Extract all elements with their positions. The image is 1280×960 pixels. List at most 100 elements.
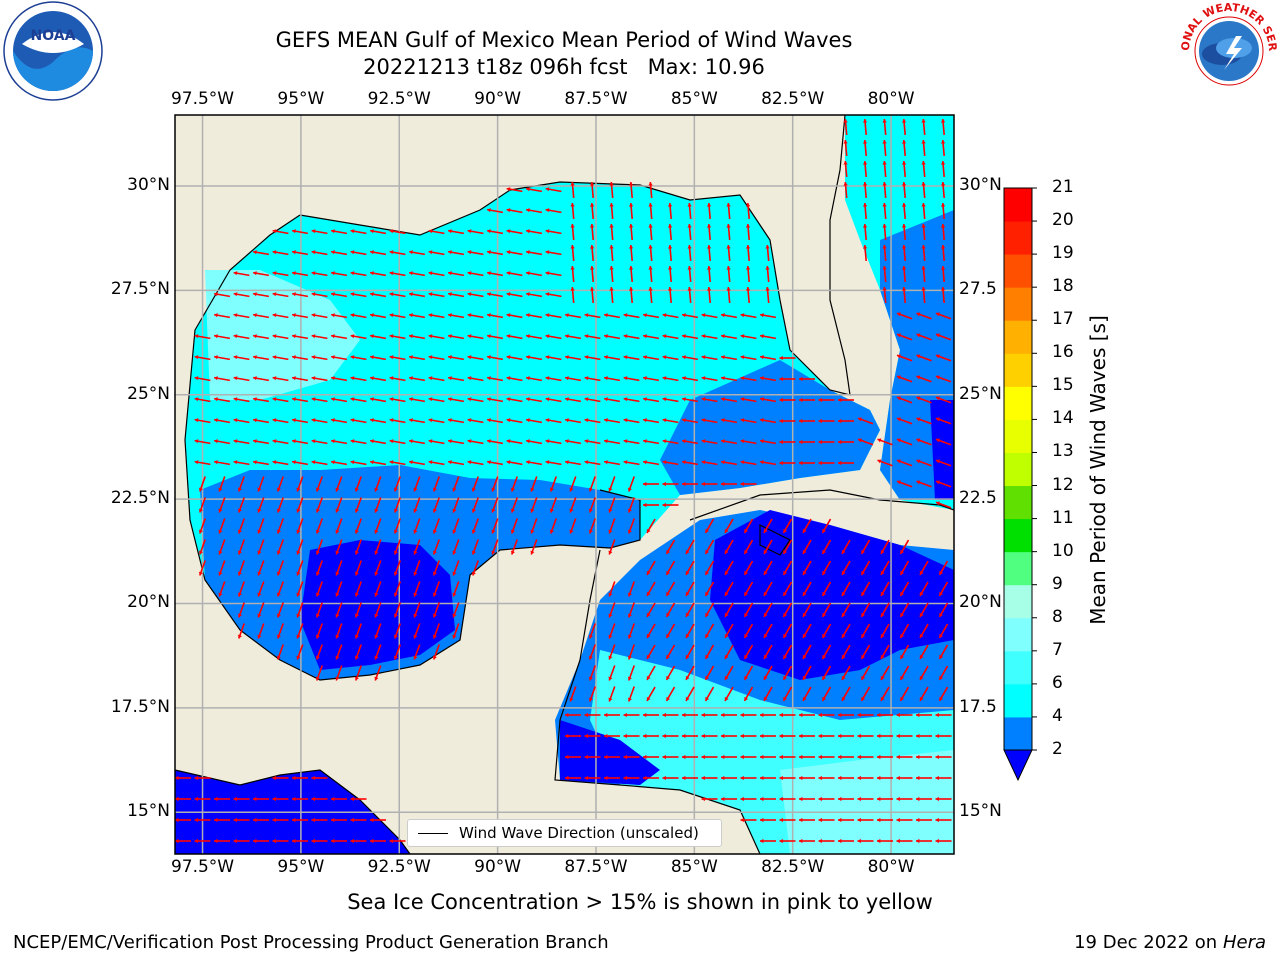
wave-direction-arrow xyxy=(740,334,757,340)
wave-direction-arrow xyxy=(354,623,362,639)
wave-direction-arrow xyxy=(901,223,907,241)
wave-direction-arrow xyxy=(857,775,874,781)
wave-direction-arrow xyxy=(237,539,245,555)
wave-direction-arrow xyxy=(564,334,582,340)
wave-direction-arrow xyxy=(916,459,932,467)
wave-direction-arrow xyxy=(662,376,679,382)
wave-direction-arrow xyxy=(569,518,577,534)
wave-direction-arrow xyxy=(276,623,284,639)
colorbar-tick-label: 11 xyxy=(1052,507,1074,528)
wave-direction-arrow xyxy=(623,733,640,739)
colorbar-tick-label: 6 xyxy=(1052,672,1063,693)
wave-direction-arrow xyxy=(740,481,757,487)
wave-direction-arrow xyxy=(938,560,949,576)
wave-direction-arrow xyxy=(880,560,890,576)
wave-direction-arrow xyxy=(759,439,777,445)
wave-direction-arrow xyxy=(901,202,907,220)
wave-direction-arrow xyxy=(311,250,328,256)
wave-direction-arrow xyxy=(646,518,656,534)
wave-direction-arrow xyxy=(706,202,712,220)
wave-direction-arrow xyxy=(802,644,812,660)
wave-direction-arrow xyxy=(901,181,907,199)
wave-direction-arrow xyxy=(350,439,367,445)
wave-direction-arrow xyxy=(506,208,523,214)
wave-direction-arrow xyxy=(584,418,601,424)
wave-direction-arrow xyxy=(609,286,614,304)
wave-direction-arrow xyxy=(938,665,949,681)
wave-direction-arrow xyxy=(330,376,348,382)
wave-direction-arrow xyxy=(759,376,777,382)
wave-direction-arrow xyxy=(292,817,308,823)
wave-direction-arrow xyxy=(721,712,737,718)
wave-direction-arrow xyxy=(354,539,362,555)
wave-direction-arrow xyxy=(291,460,309,466)
wave-direction-arrow xyxy=(369,250,387,256)
wave-direction-arrow xyxy=(545,187,562,193)
wave-direction-arrow xyxy=(467,418,484,424)
lat-label: 17.5 xyxy=(959,696,997,717)
wave-direction-arrow xyxy=(882,265,887,283)
wave-direction-arrow xyxy=(799,418,815,424)
wave-direction-arrow xyxy=(486,292,504,298)
lon-label: 90°W xyxy=(474,857,522,877)
wave-direction-arrow xyxy=(530,539,538,555)
wave-direction-arrow xyxy=(213,376,231,382)
wave-direction-arrow xyxy=(782,581,793,597)
wave-direction-arrow xyxy=(646,665,656,681)
wave-direction-arrow xyxy=(311,796,328,802)
wave-direction-arrow xyxy=(408,250,426,256)
wave-direction-arrow xyxy=(921,160,926,178)
wave-direction-arrow xyxy=(896,459,913,467)
wave-direction-arrow xyxy=(779,838,796,844)
wave-direction-arrow xyxy=(233,271,250,277)
lon-label: 85°W xyxy=(670,857,718,877)
wave-direction-arrow xyxy=(901,265,907,283)
wave-direction-arrow xyxy=(257,560,265,576)
wave-direction-arrow xyxy=(467,271,484,277)
wave-direction-arrow xyxy=(818,418,835,424)
wave-direction-arrow xyxy=(857,838,874,844)
wave-direction-arrow xyxy=(374,602,382,618)
wave-direction-arrow xyxy=(623,775,640,781)
wave-direction-arrow xyxy=(724,560,734,576)
wave-direction-arrow xyxy=(198,560,206,576)
wave-direction-arrow xyxy=(724,518,734,534)
wave-direction-arrow xyxy=(233,376,250,382)
wave-direction-arrow xyxy=(335,665,343,681)
wave-direction-arrow xyxy=(818,838,835,844)
wave-direction-arrow xyxy=(818,733,835,739)
wave-direction-arrow xyxy=(432,602,440,618)
wave-direction-arrow xyxy=(608,602,616,618)
wave-direction-arrow xyxy=(213,334,231,340)
wave-direction-arrow xyxy=(642,397,660,403)
wave-direction-arrow xyxy=(802,623,812,639)
wave-direction-arrow xyxy=(354,602,362,618)
wave-direction-arrow xyxy=(588,644,596,660)
wave-direction-arrow xyxy=(627,623,635,639)
wave-direction-arrow xyxy=(799,775,815,781)
wave-direction-arrow xyxy=(720,334,738,340)
colorbar-tick-label: 18 xyxy=(1052,276,1074,297)
wave-direction-arrow xyxy=(935,480,952,488)
wave-direction-arrow xyxy=(919,560,929,576)
wave-direction-arrow xyxy=(374,560,382,576)
wave-direction-arrow xyxy=(882,244,887,262)
wave-direction-arrow xyxy=(584,754,601,760)
wave-direction-arrow xyxy=(821,581,832,597)
wave-direction-arrow xyxy=(588,497,596,513)
colorbar-segment xyxy=(1004,650,1032,685)
wave-direction-arrow xyxy=(589,181,595,199)
map-title: GEFS MEAN Gulf of Mexico Mean Period of … xyxy=(275,28,853,52)
wave-direction-arrow xyxy=(257,518,265,534)
wave-direction-arrow xyxy=(311,313,328,319)
lon-label: 95°W xyxy=(277,857,325,877)
wave-direction-arrow xyxy=(549,476,557,492)
wave-direction-arrow xyxy=(252,334,270,340)
colorbar-tick-label: 9 xyxy=(1052,573,1063,594)
colorbar-title: Mean Period of Wind Waves [s] xyxy=(1086,315,1110,625)
colorbar-segment xyxy=(1004,287,1032,321)
wave-direction-arrow xyxy=(667,265,673,283)
wave-direction-arrow xyxy=(525,271,543,277)
wave-direction-arrow xyxy=(330,313,348,319)
wave-direction-arrow xyxy=(276,518,284,534)
